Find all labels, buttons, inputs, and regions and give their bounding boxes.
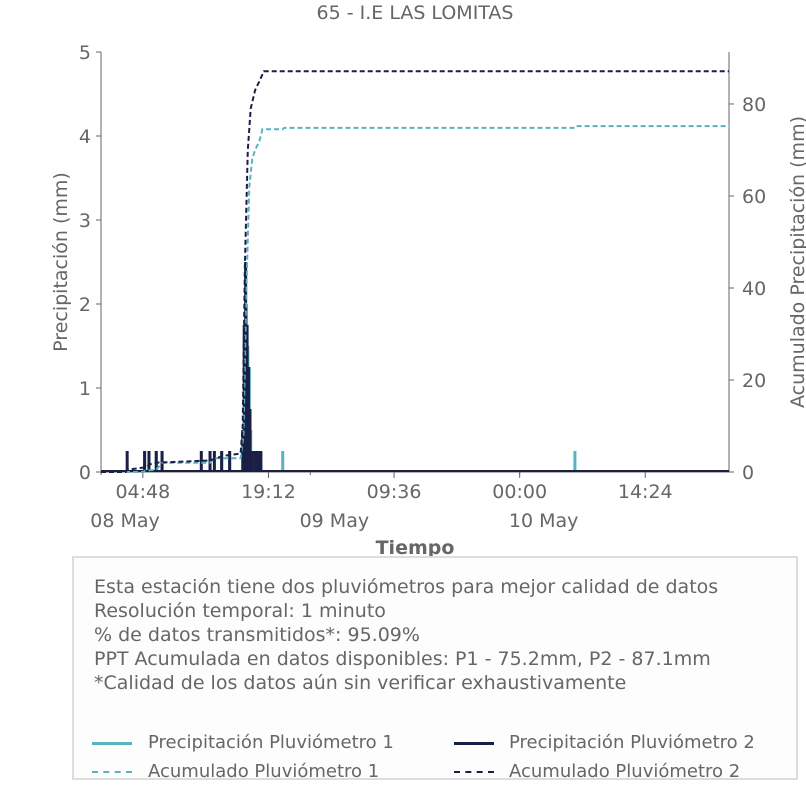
info-line-transmitted: % de datos transmitidos*: 95.09%	[94, 624, 420, 646]
y-tick-label: 1	[79, 378, 91, 400]
y2-tick-label: 80	[742, 94, 766, 116]
y-tick-label: 4	[79, 126, 91, 148]
chart-title: 65 - I.E LAS LOMITAS	[316, 2, 514, 24]
x-tick-label: 14:24	[618, 481, 673, 503]
y-tick-label: 3	[79, 210, 91, 232]
info-line-description: Esta estación tiene dos pluviómetros par…	[94, 576, 719, 598]
y2-tick-label: 40	[742, 278, 766, 300]
legend-label-acc1: Acumulado Pluviómetro 1	[148, 761, 380, 782]
legend-swatch-acc2	[454, 771, 494, 773]
x-axis-label: Tiempo	[376, 537, 455, 559]
y-axis-label: Precipitación (mm)	[50, 172, 72, 352]
x-tick-label: 04:48	[115, 481, 170, 503]
legend-swatch-p2	[454, 742, 494, 745]
info-line-accumulated: PPT Acumulada en datos disponibles: P1 -…	[94, 648, 711, 670]
y2-tick-label: 0	[742, 462, 754, 484]
x-date-label: 10 May	[509, 510, 579, 532]
y-tick-label: 2	[79, 294, 91, 316]
y2-tick-label: 60	[742, 186, 766, 208]
x-tick-label: 19:12	[241, 481, 296, 503]
x-date-label: 08 May	[90, 510, 160, 532]
y-tick-label: 5	[79, 42, 91, 64]
x-tick-label: 09:36	[367, 481, 422, 503]
y2-tick-label: 20	[742, 370, 766, 392]
x-tick-label: 00:00	[492, 481, 547, 503]
legend-label-p2: Precipitación Pluviómetro 2	[509, 732, 755, 753]
info-line-quality-note: *Calidad de los datos aún sin verificar …	[94, 672, 627, 694]
cumulative-line-3	[101, 125, 729, 473]
y2-axis-label: Acumulado Precipitación (mm)	[787, 116, 806, 408]
legend-swatch-acc1	[92, 771, 132, 773]
y-tick-label: 0	[79, 462, 91, 484]
legend-label-acc2: Acumulado Pluviómetro 2	[509, 761, 741, 782]
legend-swatch-p1	[92, 742, 132, 745]
info-line-resolution: Resolución temporal: 1 minuto	[94, 600, 386, 622]
info-box: Esta estación tiene dos pluviómetros par…	[72, 556, 798, 782]
x-date-label: 09 May	[300, 510, 370, 532]
cumulative-line-4	[101, 70, 729, 473]
legend-label-p1: Precipitación Pluviómetro 1	[148, 732, 394, 753]
